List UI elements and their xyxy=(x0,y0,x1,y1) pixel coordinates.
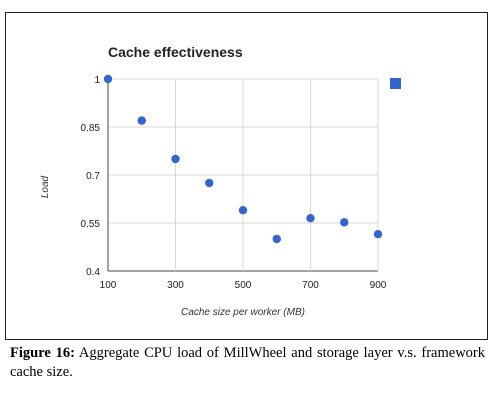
x-tick-label: 700 xyxy=(302,280,319,291)
y-tick-label: 0.85 xyxy=(81,123,101,134)
figure-label: Figure 16: xyxy=(10,345,75,361)
legend-marker xyxy=(390,78,401,89)
y-tick-label: 0.55 xyxy=(81,219,101,230)
x-tick-labels: 100 300 500 700 900 xyxy=(100,280,387,291)
data-point xyxy=(238,206,248,215)
data-point xyxy=(137,116,146,125)
data-point xyxy=(306,214,315,223)
x-tick-label: 500 xyxy=(235,280,252,291)
scatter-chart: Cache effectiveness 0.4 0.55 0.7 0.85 1 100 3… xyxy=(40,44,401,318)
data-point xyxy=(205,178,214,188)
x-tick-label: 300 xyxy=(167,280,184,291)
gridlines xyxy=(107,78,379,272)
chart-title: Cache effectiveness xyxy=(108,44,243,60)
figure-caption: Figure 16: Aggregate CPU load of MillWhe… xyxy=(10,344,485,382)
y-tick-label: 1 xyxy=(94,75,100,86)
data-point xyxy=(171,154,180,164)
data-point xyxy=(103,74,113,84)
x-axis-label: Cache size per worker (MB) xyxy=(181,307,305,318)
y-axis-label: Load xyxy=(40,175,51,198)
data-point xyxy=(373,230,383,239)
data-point xyxy=(340,218,349,227)
figure-text: Aggregate CPU load of MillWheel and stor… xyxy=(10,345,485,380)
y-tick-labels: 0.4 0.55 0.7 0.85 1 xyxy=(81,75,101,278)
x-tick-label: 900 xyxy=(370,280,387,291)
data-point xyxy=(272,234,281,244)
x-tick-label: 100 xyxy=(100,280,117,291)
y-tick-label: 0.7 xyxy=(86,171,100,182)
chart-frame: Cache effectiveness 0.4 0.55 0.7 0.85 1 100 3… xyxy=(5,12,488,340)
data-points xyxy=(103,74,383,244)
y-tick-label: 0.4 xyxy=(86,267,100,278)
